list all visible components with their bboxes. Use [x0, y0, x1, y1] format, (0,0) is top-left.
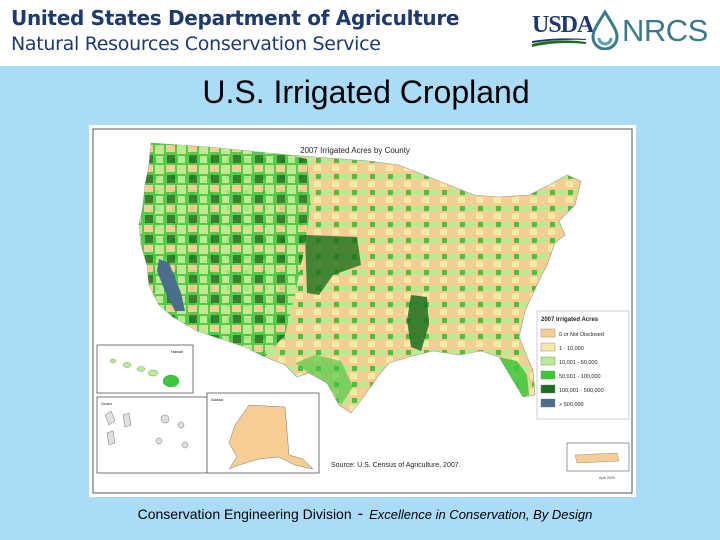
- agency-name: United States Department of Agriculture: [11, 6, 460, 30]
- legend-swatch: [540, 384, 556, 394]
- map-date: April 2009: [599, 476, 615, 480]
- usda-logo: USDA: [532, 12, 594, 38]
- map-source: Source: U.S. Census of Agriculture, 2007…: [331, 462, 461, 469]
- puerto-rico-shape: [574, 452, 620, 464]
- guam-label: Guam: [101, 401, 113, 406]
- water-drop-icon: [591, 10, 619, 50]
- legend-swatch: [540, 342, 556, 352]
- footer: Conservation Engineering Division - Exce…: [0, 504, 720, 524]
- header-banner: United States Department of Agriculture …: [0, 0, 720, 66]
- mississippi-delta: [407, 295, 429, 351]
- nrcs-logo: NRCS: [622, 13, 708, 48]
- hawaii-label: Hawaii: [171, 349, 183, 354]
- agency-subname: Natural Resources Conservation Service: [11, 33, 381, 55]
- legend-label: 10,001 - 50,000: [559, 360, 598, 366]
- slide-title: U.S. Irrigated Cropland: [202, 74, 530, 110]
- legend-swatch: [540, 370, 556, 380]
- irrigated-acres-map: 2007 Irrigated Acres by County Hawaii Gu…: [89, 125, 636, 497]
- legend-label: 50,001 - 100,000: [559, 374, 601, 380]
- plains-irrigated-band: [305, 235, 361, 295]
- alaska-shape: [228, 404, 314, 470]
- legend-label: > 500,000: [559, 402, 584, 408]
- legend-label: 100,001 - 500,000: [559, 388, 604, 394]
- texas-region: [295, 355, 353, 405]
- alaska-label: Alaska: [211, 397, 224, 402]
- map-graphic: 2007 Irrigated Acres by County Hawaii Gu…: [92, 128, 633, 494]
- footer-tagline: Excellence in Conservation, By Design: [369, 507, 593, 522]
- map-title: 2007 Irrigated Acres by County: [300, 146, 410, 155]
- logo-group: USDA NRCS: [530, 6, 710, 56]
- territory-islands: [104, 410, 189, 449]
- hawaii-islands: [109, 358, 180, 388]
- legend-swatch: [540, 356, 556, 366]
- usda-swoosh-icon: [532, 38, 586, 47]
- legend-swatch: [540, 328, 556, 338]
- legend-title: 2007 Irrigated Acres: [541, 317, 599, 323]
- california-central-valley: [157, 259, 185, 311]
- legend-label: 0 or Not Disclosed: [559, 332, 604, 338]
- map-legend: 2007 Irrigated Acres 0 or Not Disclosed 1…: [536, 310, 630, 420]
- territories-inset: [96, 396, 208, 474]
- legend-label: 1 - 10,000: [559, 346, 584, 352]
- footer-separator: -: [357, 504, 364, 523]
- footer-division: Conservation Engineering Division: [137, 506, 352, 522]
- legend-swatch: [540, 398, 556, 408]
- florida-region: [499, 357, 529, 397]
